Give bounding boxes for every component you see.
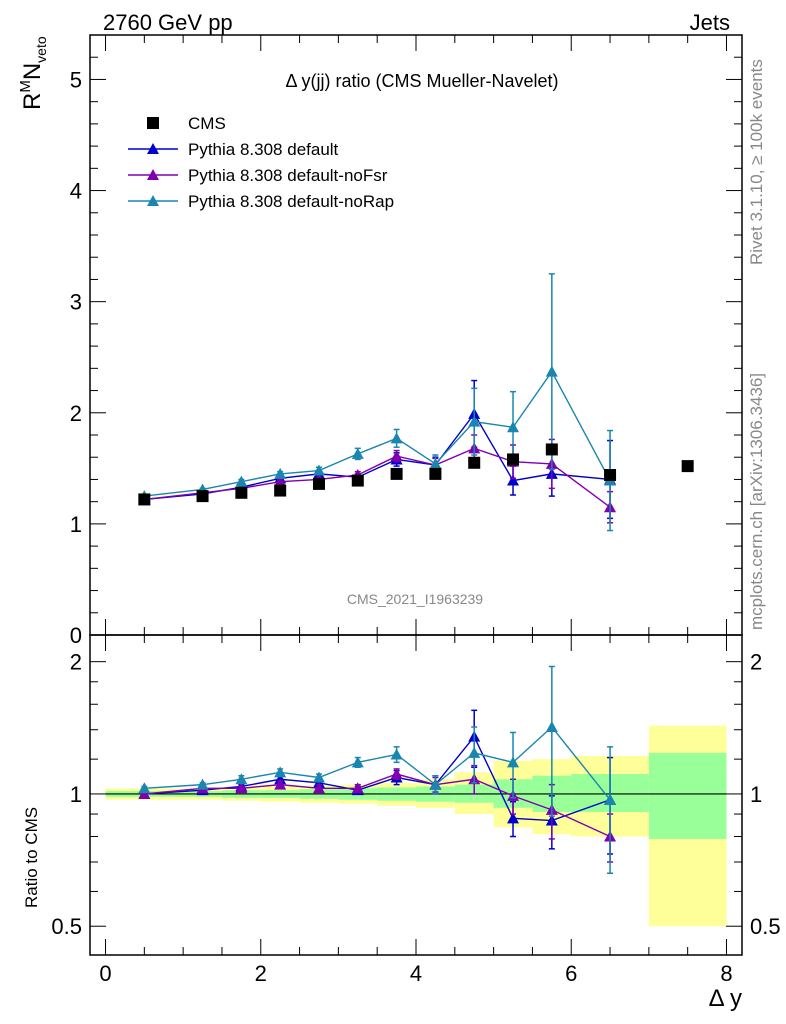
data-point bbox=[507, 812, 520, 824]
svg-text:RMNveto: RMNveto bbox=[17, 36, 49, 110]
ratio-y-tick-label-right: 1 bbox=[750, 782, 762, 807]
ylabel-base-r: R bbox=[19, 93, 46, 110]
series-line bbox=[144, 370, 611, 497]
data-point bbox=[681, 460, 694, 473]
data-point bbox=[390, 450, 403, 462]
series-line bbox=[144, 412, 611, 501]
data-point bbox=[604, 793, 617, 805]
legend-label: Pythia 8.308 default-noRap bbox=[188, 192, 394, 211]
data-point bbox=[351, 782, 364, 794]
main-2-series bbox=[138, 434, 617, 524]
data-point bbox=[351, 474, 364, 487]
data-point bbox=[507, 474, 520, 486]
data-point bbox=[138, 787, 151, 799]
data-point bbox=[235, 475, 248, 487]
data-point bbox=[274, 766, 287, 778]
ratio-panel: 0.5 0.5 1 1 2 2 0 2 4 6 8 bbox=[51, 634, 781, 986]
ratio-y-tick-label-right: 0.5 bbox=[750, 914, 781, 939]
data-point bbox=[312, 464, 325, 476]
rivet-version-label: Rivet 3.1.10, ≥ 100k events bbox=[747, 59, 766, 265]
collision-label: 2760 GeV pp bbox=[103, 10, 233, 35]
x-tick-label: 2 bbox=[255, 961, 267, 986]
y-tick-label: 0 bbox=[70, 623, 82, 648]
data-point bbox=[507, 421, 520, 433]
main-1-series bbox=[138, 379, 617, 520]
data-point bbox=[351, 756, 364, 768]
chart-title: Δ y(jj) ratio (CMS Mueller-Navelet) bbox=[285, 71, 558, 91]
data-point bbox=[196, 490, 209, 503]
mcplots-label: mcplots.cern.ch [arXiv:1306.3436] bbox=[747, 373, 766, 630]
data-point bbox=[312, 771, 325, 783]
y-tick-label: 4 bbox=[70, 179, 82, 204]
data-point bbox=[274, 778, 287, 790]
legend-marker bbox=[147, 143, 159, 154]
ratio-y-tick-label: 0.5 bbox=[51, 914, 82, 939]
data-point bbox=[507, 453, 520, 466]
data-point bbox=[468, 456, 481, 469]
series-line bbox=[144, 447, 611, 508]
ratio-frame bbox=[89, 634, 743, 956]
y-tick-label: 1 bbox=[70, 512, 82, 537]
y-tick-label: 3 bbox=[70, 290, 82, 315]
x-axis-label: Δ y bbox=[709, 985, 742, 1012]
data-point bbox=[274, 467, 287, 479]
data-point bbox=[545, 365, 558, 377]
series-line bbox=[144, 773, 611, 838]
data-point bbox=[429, 457, 442, 469]
data-point bbox=[274, 484, 287, 497]
data-point bbox=[312, 477, 325, 490]
x-tick-label: 4 bbox=[410, 961, 422, 986]
data-point bbox=[312, 782, 325, 794]
x-tick-label: 6 bbox=[565, 961, 577, 986]
data-point bbox=[468, 746, 481, 758]
data-point bbox=[351, 447, 364, 459]
data-point bbox=[468, 415, 481, 427]
data-point bbox=[429, 778, 442, 790]
ratio-2-series bbox=[138, 665, 617, 874]
data-point bbox=[235, 486, 248, 499]
main-panel: 1 2 3 4 5 0 CMS Pythia 8.308 default Pythia 8.30… bbox=[70, 34, 743, 648]
ratio-y-tick-label: 2 bbox=[70, 650, 82, 675]
legend: CMS Pythia 8.308 default Pythia 8.308 defa… bbox=[128, 114, 394, 211]
ylabel-sub: veto bbox=[33, 36, 49, 63]
data-point bbox=[604, 469, 617, 481]
data-point bbox=[138, 493, 151, 506]
legend-marker bbox=[147, 117, 159, 129]
series-line bbox=[144, 726, 611, 801]
data-point bbox=[274, 475, 287, 487]
data-point bbox=[390, 467, 403, 480]
main-y-axis-label: RMNveto bbox=[17, 36, 49, 110]
legend-label: Pythia 8.308 default-noFsr bbox=[188, 166, 388, 185]
y-tick-label: 2 bbox=[70, 401, 82, 426]
ratio-y-tick-label: 1 bbox=[70, 782, 82, 807]
category-label: Jets bbox=[690, 10, 730, 35]
ylabel-sup: M bbox=[17, 80, 34, 93]
data-point bbox=[235, 782, 248, 794]
x-tick-label: 0 bbox=[99, 961, 111, 986]
data-point bbox=[138, 782, 151, 794]
data-point bbox=[235, 773, 248, 785]
legend-label: CMS bbox=[188, 114, 226, 133]
legend-marker bbox=[147, 195, 159, 206]
main-0-series bbox=[138, 443, 694, 506]
ratio-y-tick-label-right: 2 bbox=[750, 650, 762, 675]
analysis-watermark: CMS_2021_I1963239 bbox=[347, 591, 483, 607]
x-tick-label: 8 bbox=[720, 961, 732, 986]
data-point bbox=[390, 768, 403, 780]
data-point bbox=[545, 443, 558, 456]
series-line bbox=[144, 735, 611, 822]
y-tick-label: 5 bbox=[70, 67, 82, 92]
data-point bbox=[507, 756, 520, 768]
uncertainty-band-green bbox=[648, 752, 727, 839]
data-point bbox=[545, 721, 558, 733]
legend-label: Pythia 8.308 default bbox=[188, 140, 339, 159]
data-point bbox=[429, 467, 442, 480]
data-point bbox=[390, 432, 403, 444]
legend-marker bbox=[147, 169, 159, 180]
ratio-y-axis-label: Ratio to CMS bbox=[22, 807, 41, 908]
data-point bbox=[390, 748, 403, 760]
ylabel-base-n: N bbox=[19, 63, 46, 80]
data-point bbox=[196, 778, 209, 790]
